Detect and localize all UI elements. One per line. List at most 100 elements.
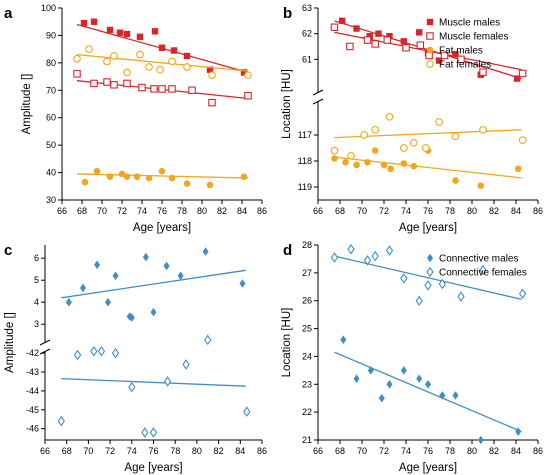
y-tick-label: 24: [302, 351, 312, 361]
chart-panel-d: d 66 68 70 72 74 76 78 80 82 84 86 Age [years] 21 22 23…: [281, 240, 543, 474]
x-tick-label: 78: [177, 206, 187, 216]
data-point: [375, 30, 382, 37]
data-point: [168, 174, 176, 182]
trend-line: [334, 255, 522, 300]
data-point: [244, 92, 252, 100]
data-point: [347, 151, 355, 160]
data-point: [183, 180, 191, 187]
x-axis-title: Age [years]: [133, 222, 191, 234]
data-point: [514, 165, 522, 173]
data-point: [410, 162, 418, 170]
series-fat-females: [73, 45, 252, 80]
data-point: [90, 79, 98, 88]
data-point: [97, 345, 106, 357]
data-point: [123, 173, 131, 180]
data-point: [104, 297, 111, 307]
data-point: [103, 78, 111, 86]
data-point: [163, 261, 170, 271]
data-point: [366, 33, 373, 40]
x-tick-label: 82: [489, 446, 499, 456]
legend-marker: [426, 266, 434, 278]
data-point: [421, 144, 430, 152]
y-tick-label: 90: [46, 30, 56, 40]
data-point: [451, 132, 460, 141]
data-point: [244, 71, 252, 80]
x-tick-label: 72: [379, 446, 389, 456]
trend-line: [61, 269, 246, 299]
chart-panel-b: b 66 68 70 72 74 76 78 80 82 84 86 Age [years] 63 62 61…: [281, 3, 543, 234]
data-point: [182, 359, 190, 370]
data-point: [170, 47, 178, 54]
data-point: [73, 54, 81, 63]
x-axis-title: Age [years]: [124, 462, 182, 474]
data-point: [141, 427, 149, 438]
x-tick-label: 86: [257, 446, 267, 456]
x-tick-label: 84: [511, 206, 521, 216]
x-tick-label: 66: [313, 446, 323, 456]
data-point: [150, 85, 158, 93]
y-axis-title: Amplitude []: [21, 74, 33, 135]
series-fat-males: [331, 147, 522, 189]
data-point: [111, 347, 120, 359]
trend-line: [334, 351, 522, 433]
x-tick-label: 84: [237, 206, 247, 216]
y-tick-label: 63: [302, 3, 312, 13]
legend-label: Fat females: [439, 60, 491, 71]
data-point: [386, 379, 393, 389]
data-point: [387, 165, 394, 173]
data-point: [416, 374, 423, 384]
x-tick-label: 86: [533, 446, 543, 456]
data-point: [85, 45, 93, 53]
data-point: [240, 173, 248, 180]
data-point: [479, 125, 487, 134]
chart-panel-a: a 66 68 70 72 74 76 78 80 82 84 86 Age [years] 30 40 50…: [4, 3, 267, 234]
x-tick-label: 74: [127, 446, 137, 456]
series-fat-males: [76, 167, 249, 189]
x-tick-label: 80: [467, 446, 477, 456]
x-tick-label: 72: [379, 206, 389, 216]
data-point: [142, 252, 149, 262]
y-tick-label: 4: [34, 297, 39, 307]
data-point: [168, 85, 176, 93]
trend-line: [334, 156, 522, 179]
data-point: [378, 393, 385, 403]
data-point: [79, 283, 86, 293]
y-tick-label: 117: [298, 130, 312, 140]
data-point: [112, 271, 119, 281]
data-point: [371, 147, 379, 154]
y-tick-label: 30: [46, 195, 56, 205]
data-point: [371, 125, 380, 134]
data-point: [103, 57, 111, 66]
data-point: [438, 278, 446, 290]
data-point: [367, 366, 374, 375]
trend-line: [76, 173, 249, 179]
data-point: [93, 167, 101, 175]
data-point: [330, 23, 339, 31]
data-point: [400, 160, 408, 167]
data-point: [90, 18, 98, 25]
series-muscle-females: [73, 70, 252, 107]
legend-label: Connective females: [439, 268, 527, 279]
data-point: [73, 349, 82, 361]
y-tick-label: -43: [26, 367, 39, 377]
y-tick-label: 22: [302, 407, 312, 417]
data-point: [339, 17, 346, 25]
series-fat-females: [330, 112, 527, 160]
data-point: [106, 26, 114, 34]
data-point: [515, 427, 522, 436]
data-point: [364, 159, 371, 166]
data-point: [518, 69, 527, 78]
data-point: [133, 173, 141, 180]
data-point: [123, 79, 131, 88]
data-point: [206, 66, 214, 73]
x-axis-title: Age [years]: [399, 222, 457, 234]
data-point: [330, 252, 339, 263]
data-point: [81, 178, 89, 186]
data-point: [477, 182, 485, 189]
legend-marker: [427, 253, 433, 263]
data-point: [452, 51, 459, 58]
data-point: [57, 415, 65, 427]
y-tick-label: 40: [46, 168, 56, 178]
data-point: [80, 19, 88, 27]
data-point: [208, 98, 216, 107]
